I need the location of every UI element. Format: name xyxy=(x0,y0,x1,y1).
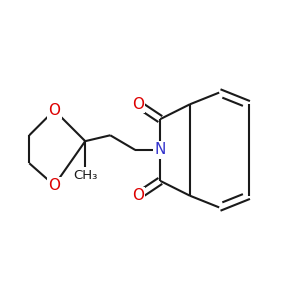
Text: O: O xyxy=(48,178,60,193)
Text: O: O xyxy=(48,103,60,118)
Text: O: O xyxy=(132,188,144,203)
Text: O: O xyxy=(132,97,144,112)
Text: N: N xyxy=(154,142,166,158)
Text: CH₃: CH₃ xyxy=(73,169,98,182)
